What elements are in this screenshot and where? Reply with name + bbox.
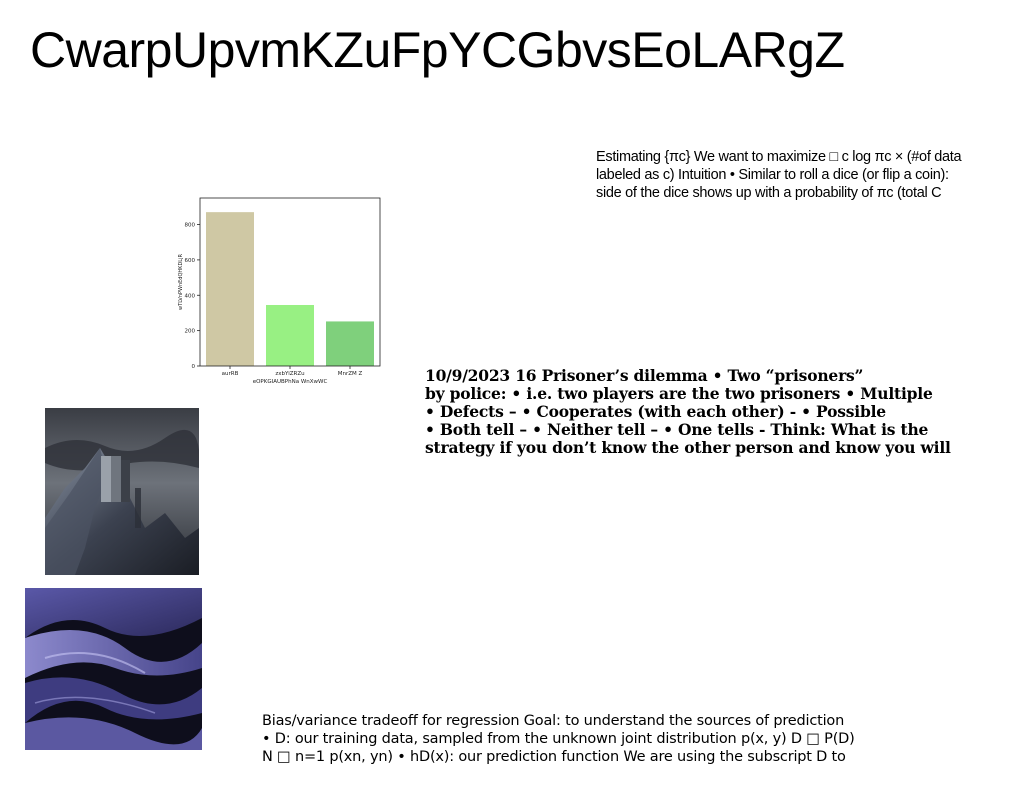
text-line: • D: our training data, sampled from the… bbox=[262, 731, 855, 747]
chart-bar bbox=[206, 212, 254, 366]
bar-chart-svg: 0 200 400 600 800 aurRB zxbYiZRZu MnrZM Z eOPKGI… bbox=[178, 197, 381, 385]
text-line: N □ n=1 p(xn, yn) • hD(x): our predictio… bbox=[262, 749, 846, 765]
text-line: by police: • i.e. two players are the tw… bbox=[425, 384, 933, 403]
x-tick-label: zxbYiZRZu bbox=[275, 371, 304, 377]
text-line: strategy if you don’t know the other per… bbox=[425, 438, 951, 457]
text-line: labeled as c) Intuition • Similar to rol… bbox=[596, 167, 949, 183]
y-tick-label: 800 bbox=[185, 223, 196, 229]
text-block-estimating: Estimating {πc} We want to maximize □ c … bbox=[596, 148, 1016, 202]
text-line: • Both tell – • Neither tell – • One tel… bbox=[425, 420, 929, 439]
text-block-bias-variance: Bias/variance tradeoff for regression Go… bbox=[262, 712, 882, 766]
text-line: 10/9/2023 16 Prisoner’s dilemma • Two “p… bbox=[425, 366, 864, 385]
y-tick-label: 400 bbox=[185, 293, 196, 299]
text-line: Estimating {πc} We want to maximize □ c … bbox=[596, 149, 962, 165]
chart-bar bbox=[266, 304, 314, 366]
x-tick-label: MnrZM Z bbox=[338, 371, 363, 377]
y-tick-label: 600 bbox=[185, 258, 196, 264]
x-axis-label: eOPKGIAUBPhNa WnXwWC bbox=[253, 379, 328, 385]
bar-chart: 0 200 400 600 800 aurRB zxbYiZRZu MnrZM Z eOPKGI… bbox=[170, 190, 390, 390]
y-tick-label: 0 bbox=[192, 364, 196, 370]
y-tick-label: 200 bbox=[185, 329, 196, 335]
page-title: CwarpUpvmKZuFpYCGbvsEoLARgZ bbox=[30, 22, 845, 78]
mountain-image bbox=[45, 408, 199, 575]
y-axis-label: wTLVnPWnEdQHKDLjR bbox=[178, 254, 184, 310]
text-line: Bias/variance tradeoff for regression Go… bbox=[262, 713, 845, 729]
text-line: side of the dice shows up with a probabi… bbox=[596, 185, 942, 201]
text-line: • Defects – • Cooperates (with each othe… bbox=[425, 402, 886, 421]
x-tick-label: aurRB bbox=[222, 371, 239, 377]
chart-bar bbox=[326, 321, 374, 366]
text-block-prisoners-dilemma: 10/9/2023 16 Prisoner’s dilemma • Two “p… bbox=[425, 367, 1015, 457]
abstract-waves-image bbox=[25, 588, 202, 750]
